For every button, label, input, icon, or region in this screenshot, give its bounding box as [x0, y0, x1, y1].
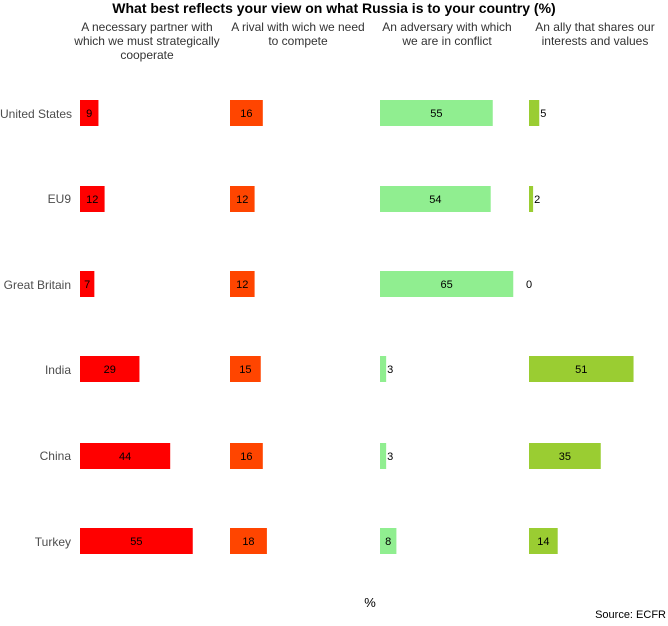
data-label-s1-r0: 16: [240, 108, 252, 120]
data-label-s3-r3: 51: [575, 364, 587, 376]
bar-s2-r1: [380, 186, 491, 212]
source-note: Source: ECFR: [595, 609, 666, 621]
row-label-china: China: [39, 449, 71, 463]
data-label-s0-r0: 9: [86, 108, 92, 120]
data-label-s3-r0: 5: [540, 108, 546, 120]
data-label-s1-r2: 12: [236, 279, 248, 291]
bar-s2-r2: [380, 271, 514, 297]
data-label-s3-r1: 2: [534, 194, 540, 206]
bar-s1-r2: [230, 271, 255, 297]
row-label-india: India: [44, 363, 71, 377]
x-axis-label: %: [364, 595, 376, 610]
bar-s1-r3: [230, 356, 261, 382]
bar-s0-r4: [80, 443, 171, 469]
bar-s0-r3: [80, 356, 140, 382]
data-label-s2-r4: 3: [387, 451, 393, 463]
data-label-s2-r0: 55: [430, 108, 442, 120]
data-label-s0-r1: 12: [86, 194, 98, 206]
bar-s0-r1: [80, 186, 105, 212]
data-label-s2-r2: 65: [441, 279, 453, 291]
data-label-s1-r4: 16: [240, 451, 252, 463]
data-label-s0-r5: 55: [130, 536, 142, 548]
data-label-s3-r2: 0: [526, 279, 532, 291]
data-label-s0-r4: 44: [119, 451, 131, 463]
data-label-s2-r5: 8: [385, 536, 391, 548]
row-label-united-states: United States: [0, 107, 73, 121]
data-label-s2-r1: 54: [429, 194, 441, 206]
bar-s3-r3: [529, 356, 634, 382]
bar-s2-r0: [380, 100, 493, 126]
bar-s3-r4: [529, 443, 601, 469]
data-label-s1-r1: 12: [236, 194, 248, 206]
bar-s3-r5: [529, 528, 558, 554]
data-label-s1-r3: 15: [239, 364, 251, 376]
data-label-s3-r5: 14: [537, 536, 549, 548]
bar-s0-r0: [80, 100, 99, 126]
bar-s0-r2: [80, 271, 95, 297]
chart-title: What best reflects your view on what Rus…: [112, 0, 556, 16]
data-label-s3-r4: 35: [559, 451, 571, 463]
bar-s3-r1: [529, 186, 534, 212]
bar-s3-r0: [529, 100, 540, 126]
bar-s1-r5: [230, 528, 267, 554]
bar-s1-r0: [230, 100, 263, 126]
data-label-s2-r3: 3: [387, 364, 393, 376]
data-label-s0-r2: 7: [84, 279, 90, 291]
row-label-eu9: EU9: [47, 192, 71, 206]
row-label-great-britain: Great Britain: [3, 278, 71, 292]
bar-s0-r5: [80, 528, 193, 554]
panel-title-ally: An ally that shares our interests and va…: [535, 20, 655, 48]
panel-title-adversary: An adversary with which we are in confli…: [382, 20, 512, 48]
panel-title-rival: A rival with wich we need to compete: [231, 20, 365, 48]
bar-s1-r1: [230, 186, 255, 212]
data-label-s0-r3: 29: [104, 364, 116, 376]
data-label-s1-r5: 18: [242, 536, 254, 548]
bar-s2-r3: [380, 356, 387, 382]
panel-title-partner: A necessary partner with which we must s…: [74, 20, 220, 62]
bar-s2-r4: [380, 443, 387, 469]
row-label-turkey: Turkey: [34, 535, 71, 549]
bar-s2-r5: [380, 528, 397, 554]
bar-s1-r4: [230, 443, 263, 469]
